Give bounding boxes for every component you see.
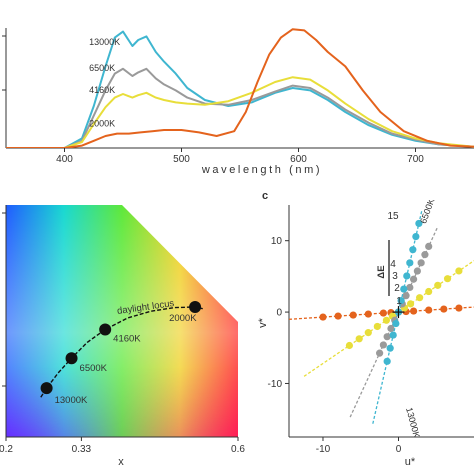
chroma-x-tick-label: 0.2 bbox=[0, 444, 13, 455]
spectra-panel: 400 500 600 700 13000K 6500K 4160K 2000K wavel… bbox=[2, 28, 474, 176]
uv-y-tick-label: 0 bbox=[276, 308, 282, 319]
uv-y-tick-label: 10 bbox=[271, 236, 283, 247]
uv-point-6500K bbox=[387, 324, 395, 333]
spectra-x-tick-label: 600 bbox=[290, 154, 307, 165]
locus-point-label-2000K: 2000K bbox=[169, 313, 197, 324]
uv-point-13000K bbox=[415, 219, 423, 228]
uv-point-4160K bbox=[406, 300, 415, 308]
spectra-x-tick-label: 500 bbox=[173, 154, 190, 165]
locus-point-4160K bbox=[99, 323, 112, 336]
uv-panel: c -10 0 10 0 -10 13000K 6500K 15 432 1 ΔE u* v* bbox=[257, 190, 474, 468]
uv-ticks: -10 0 10 0 -10 bbox=[268, 236, 402, 455]
gamut-white-shade bbox=[6, 205, 238, 437]
uv-series-label-13000K: 13000K bbox=[404, 406, 422, 439]
spectrum-line-4160K bbox=[6, 76, 474, 148]
uv-point-6500K bbox=[417, 259, 425, 267]
uv-point-13000K bbox=[386, 344, 394, 352]
chroma-marks: 13000K 6500K 4160K 2000K bbox=[40, 300, 204, 406]
uv-point-4160K bbox=[434, 281, 442, 289]
uv-point-13000K bbox=[412, 232, 420, 241]
spectrum-line-2000K bbox=[6, 28, 474, 148]
chroma-x-tick-label: 0.6 bbox=[231, 444, 245, 455]
uv-point-4160K bbox=[364, 329, 372, 337]
spectrum-label-2000K: 2000K bbox=[89, 118, 115, 128]
uv-point-2000K bbox=[349, 311, 357, 319]
uv-y-tick-label: -10 bbox=[268, 379, 283, 390]
uv-point-4160K bbox=[425, 287, 433, 296]
uv-x-tick-label: 0 bbox=[396, 444, 402, 455]
uv-point-13000K bbox=[403, 272, 411, 280]
spectrum-line-13000K bbox=[6, 30, 474, 148]
uv-point-4160K bbox=[443, 275, 452, 283]
uv-point-4160K bbox=[345, 341, 354, 350]
delta-e-step-label: 4 bbox=[390, 259, 396, 270]
uv-point-13000K bbox=[406, 259, 414, 267]
daylight-locus-curve bbox=[40, 306, 204, 398]
locus-point-label-13000K: 13000K bbox=[55, 395, 88, 406]
locus-point-label-6500K: 6500K bbox=[80, 363, 108, 374]
spectrum-label-6500K: 6500K bbox=[89, 63, 115, 73]
uv-point-6500K bbox=[425, 242, 433, 251]
uv-point-13000K bbox=[383, 357, 391, 365]
spectrum-label-13000K: 13000K bbox=[89, 37, 120, 47]
uv-point-6500K bbox=[409, 275, 418, 283]
uv-y-axis-label: v* bbox=[257, 317, 269, 328]
uv-point-2000K bbox=[425, 306, 433, 314]
delta-e-label: ΔE bbox=[376, 265, 387, 278]
delta-e-step-label: 3 bbox=[392, 271, 398, 282]
chroma-x-ticks: 0.2 0.33 0.6 bbox=[0, 437, 245, 455]
chroma-x-axis-label: x bbox=[118, 456, 124, 468]
uv-point-13000K bbox=[400, 285, 408, 293]
uv-point-4160K bbox=[373, 322, 381, 331]
spectrum-label-4160K: 4160K bbox=[89, 85, 115, 95]
uv-point-6500K bbox=[413, 267, 421, 275]
uv-point-2000K bbox=[409, 307, 418, 315]
uv-point-2000K bbox=[455, 304, 463, 312]
uv-point-6500K bbox=[383, 333, 391, 341]
uv-point-4160K bbox=[355, 335, 363, 343]
locus-point-label-4160K: 4160K bbox=[113, 334, 141, 345]
delta-e-step-label: 15 bbox=[387, 211, 399, 222]
uv-point-4160K bbox=[455, 267, 463, 275]
uv-point-2000K bbox=[319, 313, 327, 321]
uv-point-6500K bbox=[379, 341, 387, 349]
delta-e-step-label: 1 bbox=[396, 296, 402, 307]
uv-point-4160K bbox=[382, 316, 391, 324]
spectra-lines bbox=[6, 28, 474, 148]
locus-point-6500K bbox=[65, 352, 78, 365]
panel-c-letter: c bbox=[262, 190, 268, 202]
spectra-series-labels: 13000K 6500K 4160K 2000K bbox=[89, 37, 120, 129]
delta-e-annotation: 15 432 1 ΔE bbox=[376, 211, 402, 307]
uv-point-4160K bbox=[416, 294, 424, 302]
uv-line-13000K bbox=[372, 210, 423, 424]
spectrum-line-6500K bbox=[6, 67, 474, 148]
spectra-x-axis-label: wavelength (nm) bbox=[201, 164, 322, 176]
chroma-x-tick-label: 0.33 bbox=[72, 444, 92, 455]
locus-point-2000K bbox=[189, 300, 202, 313]
uv-x-tick-label: -10 bbox=[316, 444, 331, 455]
spectra-x-ticks: 400 500 600 700 bbox=[56, 148, 424, 165]
uv-point-13000K bbox=[392, 319, 400, 328]
uv-point-2000K bbox=[440, 305, 448, 313]
spectra-x-tick-label: 700 bbox=[407, 154, 424, 165]
uv-point-13000K bbox=[409, 246, 417, 254]
uv-series-label-6500K: 6500K bbox=[418, 197, 436, 225]
uv-point-6500K bbox=[421, 251, 429, 259]
uv-point-6500K bbox=[406, 283, 414, 292]
uv-point-6500K bbox=[402, 292, 410, 300]
uv-point-13000K bbox=[397, 296, 405, 305]
spectra-x-tick-label: 400 bbox=[56, 154, 73, 165]
uv-marks: 13000K 6500K bbox=[289, 197, 474, 439]
uv-point-2000K bbox=[379, 309, 387, 317]
uv-point-2000K bbox=[334, 312, 342, 320]
uv-point-2000K bbox=[364, 310, 372, 318]
uv-point-6500K bbox=[376, 349, 384, 357]
uv-point-13000K bbox=[389, 331, 397, 339]
delta-e-step-label: 2 bbox=[394, 283, 400, 294]
uv-x-axis-label: u* bbox=[405, 456, 416, 468]
locus-point-13000K bbox=[40, 382, 53, 395]
